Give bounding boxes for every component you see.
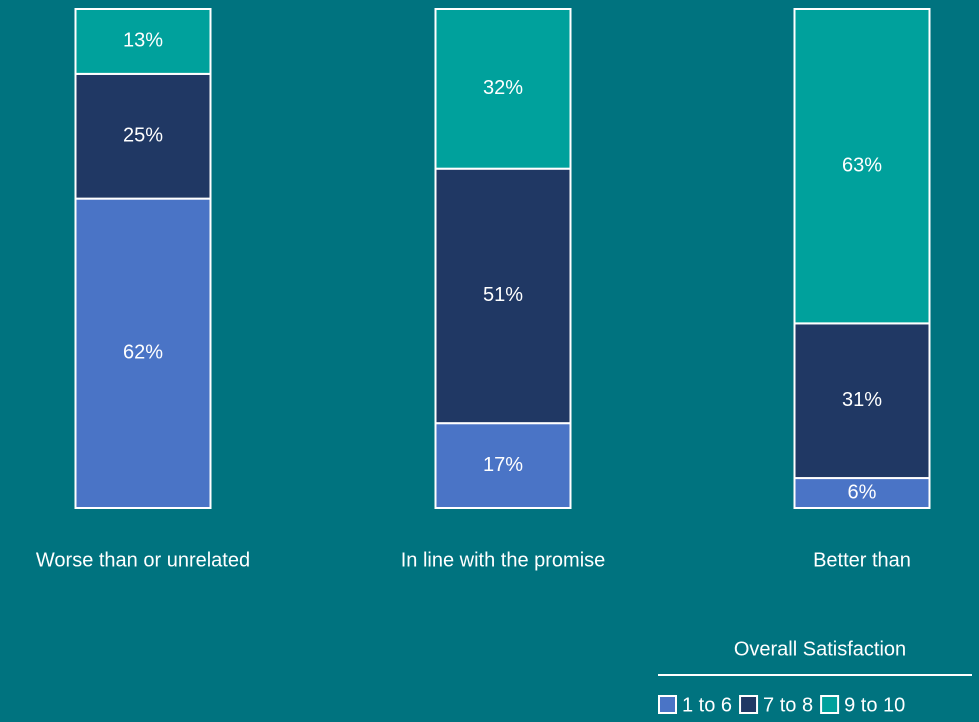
bar-segment	[74, 197, 212, 509]
x-tick-label: Worse than or unrelated	[36, 549, 250, 571]
bar-segment	[434, 8, 572, 170]
bar-segment	[434, 167, 572, 425]
legend-swatch	[820, 695, 840, 714]
x-tick-label: In line with the promise	[401, 549, 606, 571]
legend-label: 7 to 8	[763, 694, 813, 716]
value-label: 17%	[483, 454, 523, 476]
bar-segment	[793, 8, 931, 325]
bar-segment	[793, 477, 931, 509]
value-label: 62%	[123, 342, 163, 364]
value-label: 51%	[483, 284, 523, 306]
legend-swatch	[739, 695, 759, 714]
value-label: 31%	[842, 389, 882, 411]
bar-segment	[74, 72, 212, 200]
bar-segment	[793, 322, 931, 480]
value-label: 13%	[123, 30, 163, 52]
legend-title: Overall Satisfaction	[734, 638, 906, 660]
bar-segment	[434, 422, 572, 510]
value-label: 32%	[483, 77, 523, 99]
bar-segment	[74, 8, 212, 75]
value-label: 25%	[123, 125, 163, 147]
value-label: 63%	[842, 154, 882, 176]
legend-label: 1 to 6	[682, 694, 732, 716]
value-label: 6%	[848, 481, 877, 503]
x-tick-label: Better than	[813, 549, 911, 571]
legend-swatch	[658, 695, 677, 714]
legend-label: 9 to 10	[844, 694, 905, 716]
